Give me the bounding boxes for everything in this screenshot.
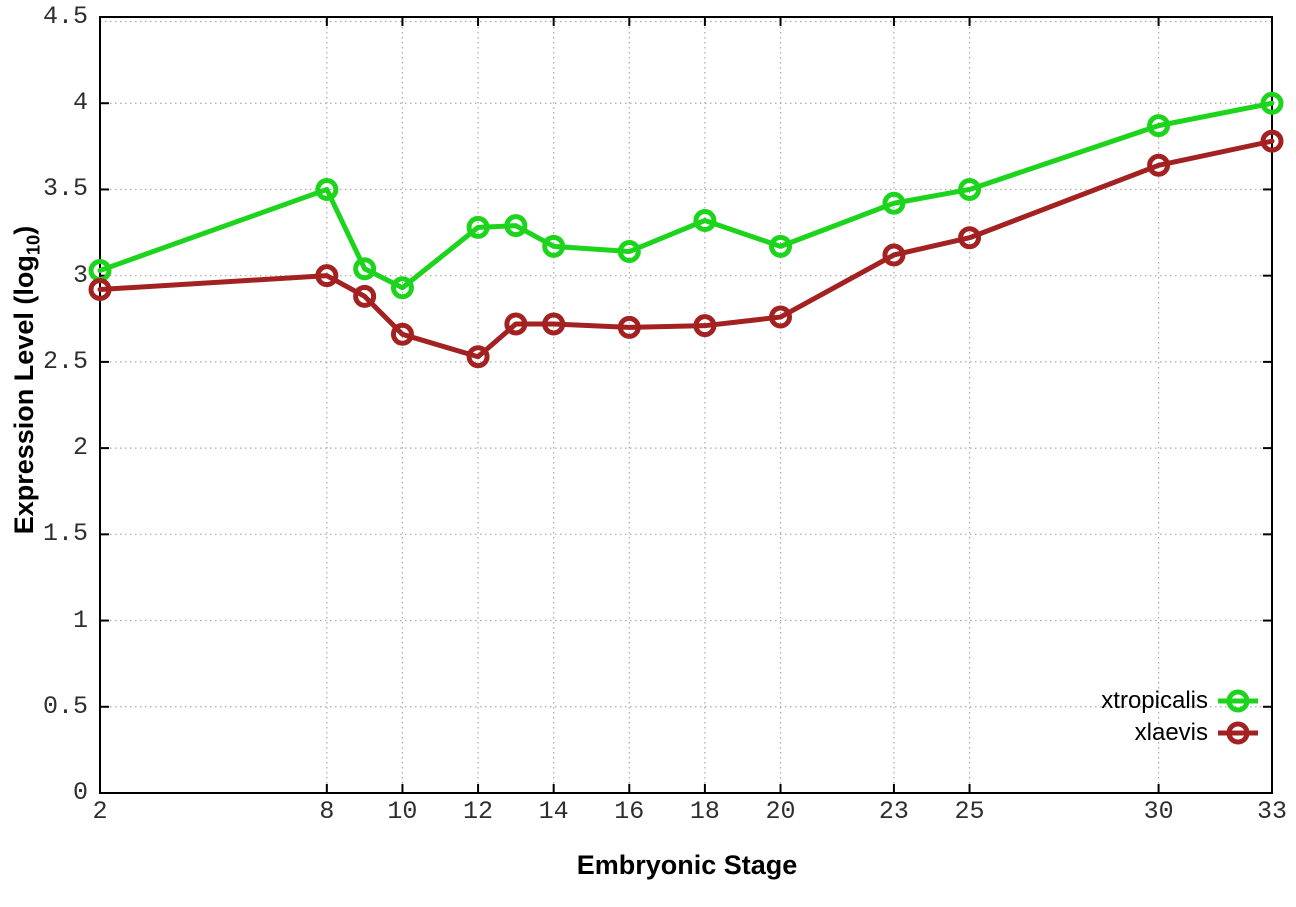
series-xlaevis-marker — [617, 315, 641, 339]
plot-border — [99, 16, 1273, 794]
series-xlaevis-marker — [353, 284, 377, 308]
x-tick-label: 33 — [1256, 797, 1287, 826]
y-axis-title-text: Expression Level (log — [9, 255, 39, 535]
y-axis-title-close: ) — [9, 225, 39, 235]
series-xlaevis-marker — [504, 312, 528, 336]
x-tick-label: 23 — [878, 797, 909, 826]
series-xlaevis-marker — [882, 243, 906, 267]
legend-label-xtropicalis: xtropicalis — [1101, 687, 1208, 714]
series-xlaevis-marker — [315, 264, 339, 288]
series-xlaevis-marker — [542, 312, 566, 336]
series-xlaevis-line — [97, 138, 1275, 360]
x-tick-label: 20 — [765, 797, 796, 826]
x-tick-label: 16 — [614, 797, 645, 826]
series-xlaevis — [88, 129, 1284, 369]
x-axis-title: Embryonic Stage — [576, 850, 798, 880]
series-xlaevis-marker — [1260, 129, 1284, 153]
x-tick-label: 12 — [463, 797, 494, 826]
series-xlaevis-marker — [1147, 153, 1171, 177]
series-xlaevis-marker — [466, 345, 490, 369]
y-tick-label: 3 — [72, 260, 88, 290]
series-xtropicalis-line — [97, 100, 1275, 291]
y-tick-label: 0.5 — [42, 691, 88, 721]
x-tick-label: 2 — [92, 797, 108, 826]
series-xtropicalis-marker — [1147, 114, 1171, 138]
series-xtropicalis-marker — [315, 177, 339, 201]
y-tick-label: 1.5 — [42, 519, 88, 549]
y-tick-label: 2.5 — [42, 346, 88, 376]
y-tick-label: 1 — [72, 605, 88, 635]
x-tick-label: 18 — [689, 797, 720, 826]
series-xtropicalis-marker — [390, 276, 414, 300]
y-tick-label: 2 — [72, 433, 88, 463]
y-axis-title-subscript: 10 — [22, 234, 44, 256]
y-axis-title: Expression Level (log10) — [2, 78, 46, 682]
series-xtropicalis — [88, 91, 1284, 300]
axis-tick-marks — [99, 16, 1273, 794]
y-tick-label: 4.5 — [42, 2, 88, 31]
series-xtropicalis-marker — [769, 234, 793, 258]
grid-lines — [100, 17, 1272, 793]
series-xtropicalis-marker — [958, 177, 982, 201]
x-tick-label: 30 — [1143, 797, 1174, 826]
series-xtropicalis-marker — [353, 257, 377, 281]
series-xtropicalis-marker — [693, 208, 717, 232]
series-xlaevis-marker — [958, 226, 982, 250]
series-xtropicalis-marker — [882, 191, 906, 215]
y-tick-label: 0 — [72, 778, 88, 807]
series-xlaevis-marker — [390, 322, 414, 346]
legend — [1218, 689, 1258, 745]
series-xtropicalis-marker — [542, 234, 566, 258]
series-xlaevis-marker — [693, 314, 717, 338]
legend-sample-marker-xlaevis — [1226, 721, 1250, 745]
y-tick-label: 4 — [72, 88, 88, 118]
x-tick-label: 10 — [387, 797, 418, 826]
y-tick-label: 3.5 — [42, 174, 88, 204]
x-tick-label: 14 — [538, 797, 569, 826]
series-xlaevis-marker — [88, 277, 112, 301]
legend-sample-marker-xtropicalis — [1226, 689, 1250, 713]
legend-label-xlaevis: xlaevis — [1134, 719, 1208, 746]
x-tick-label: 8 — [319, 797, 335, 826]
series-xtropicalis-marker — [617, 240, 641, 264]
series-xtropicalis-marker — [504, 214, 528, 238]
series-xtropicalis-marker — [466, 215, 490, 239]
x-tick-label: 25 — [954, 797, 985, 826]
series-xtropicalis-marker — [1260, 91, 1284, 115]
series-xlaevis-marker — [769, 305, 793, 329]
